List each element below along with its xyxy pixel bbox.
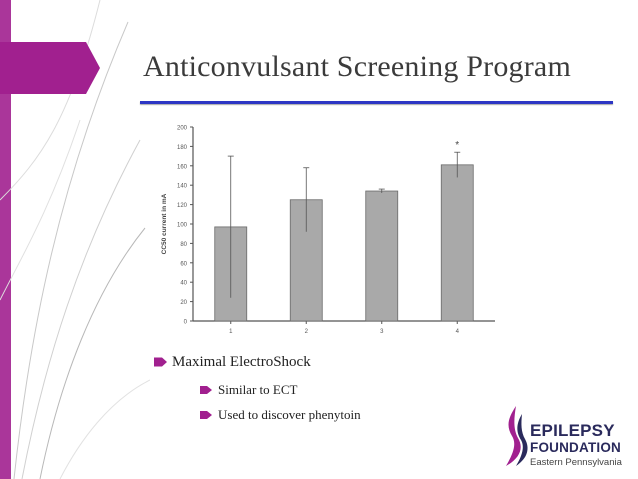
y-tick-label: 100 xyxy=(177,223,188,229)
y-tick-label: 180 xyxy=(177,145,188,151)
x-tick-label: 2 xyxy=(305,329,309,335)
bullet-text: Maximal ElectroShock xyxy=(172,354,311,370)
y-tick-label: 60 xyxy=(180,261,187,267)
y-tick-label: 120 xyxy=(177,203,188,209)
bar xyxy=(365,190,399,322)
y-tick-label: 20 xyxy=(180,300,187,306)
logo-line-2: FOUNDATION xyxy=(530,440,621,455)
y-axis-label: CC50 current in mA xyxy=(161,193,168,254)
flame-logo-icon xyxy=(506,406,528,466)
bullet-item-main: Maximal ElectroShock xyxy=(150,351,480,373)
bullet-text: Used to discover phenytoin xyxy=(218,407,361,422)
bullet-item-sub: Similar to ECT xyxy=(150,379,480,401)
x-tick-label: 1 xyxy=(229,329,233,335)
bullet-list: Maximal ElectroShock Similar to ECT Used… xyxy=(150,351,480,426)
epilepsy-foundation-logo: EPILEPSY FOUNDATION Eastern Pennsylvania xyxy=(500,404,636,474)
arrow-bullet-icon xyxy=(200,411,212,419)
bullet-text: Similar to ECT xyxy=(218,382,298,397)
x-tick-label: 4 xyxy=(456,329,460,335)
y-tick-label: 200 xyxy=(177,126,188,132)
significance-marker: * xyxy=(455,140,459,151)
logo-line-3: Eastern Pennsylvania xyxy=(530,457,622,468)
x-tick-label: 3 xyxy=(380,329,384,335)
bar xyxy=(440,164,474,322)
logo-line-1: EPILEPSY xyxy=(530,421,615,440)
y-tick-label: 0 xyxy=(184,320,188,326)
decorative-curves xyxy=(0,0,150,479)
y-tick-label: 40 xyxy=(180,281,187,287)
slide-title: Anticonvulsant Screening Program xyxy=(143,50,571,83)
bar-chart: 0 20 40 60 80 100 120 140 160 180 200 CC50 current … xyxy=(161,126,495,335)
y-tick-label: 80 xyxy=(180,242,187,248)
title-accent-tab xyxy=(0,42,100,94)
arrow-bullet-icon xyxy=(154,357,167,367)
bullet-item-sub: Used to discover phenytoin xyxy=(150,404,480,426)
title-underline xyxy=(140,101,613,104)
y-tick-label: 160 xyxy=(177,164,188,170)
y-tick-label: 140 xyxy=(177,184,188,190)
arrow-bullet-icon xyxy=(200,386,212,394)
